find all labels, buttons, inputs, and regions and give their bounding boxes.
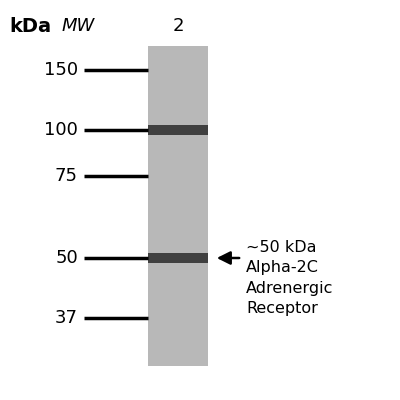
Text: kDa: kDa: [9, 16, 51, 36]
Text: 75: 75: [55, 167, 78, 185]
Bar: [148, 125, 208, 135]
Bar: [148, 46, 208, 366]
Bar: [148, 253, 208, 263]
Text: MW: MW: [61, 17, 95, 35]
Text: 100: 100: [44, 121, 78, 139]
Text: 37: 37: [55, 309, 78, 327]
Text: 2: 2: [172, 17, 184, 35]
Text: ~50 kDa
Alpha-2C
Adrenergic
Receptor: ~50 kDa Alpha-2C Adrenergic Receptor: [246, 240, 333, 316]
Text: 50: 50: [55, 249, 78, 267]
Text: 150: 150: [44, 61, 78, 79]
